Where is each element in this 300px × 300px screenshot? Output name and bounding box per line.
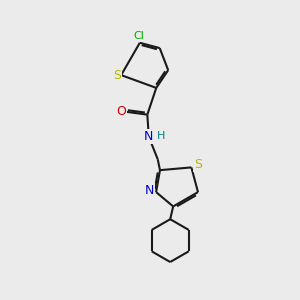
Text: S: S: [113, 69, 121, 82]
Text: Cl: Cl: [133, 31, 144, 41]
Text: S: S: [194, 158, 202, 171]
Text: N: N: [145, 184, 154, 197]
Text: H: H: [157, 131, 166, 141]
Text: N: N: [143, 130, 153, 143]
Text: O: O: [116, 105, 126, 118]
